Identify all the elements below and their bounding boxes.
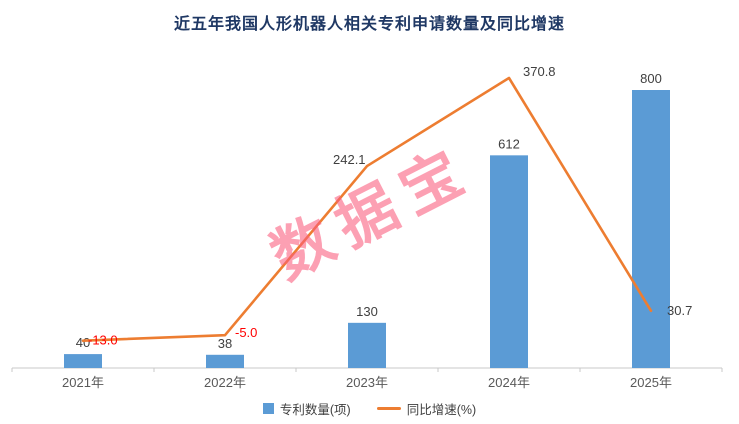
bar-2022年 [206,354,244,368]
line-value-label: -5.0 [235,325,257,340]
line-value-label: -13.0 [88,333,118,348]
legend-line-swatch [376,407,401,410]
bar-value-label: 130 [356,304,378,319]
line-value-label: 370.8 [523,64,556,79]
bar-value-label: 612 [498,136,520,151]
legend-item-bars: 专利数量(项) [262,399,351,418]
chart-title: 近五年我国人形机器人相关专利申请数量及同比增速 [173,16,565,33]
x-tick-label: 2022年 [204,375,246,390]
line-value-label: 242.1 [333,152,366,167]
legend-label: 同比增速(%) [406,403,477,417]
bar-value-label: 40 [76,335,90,350]
line-value-label: 30.7 [667,303,692,318]
bar-2021年 [64,354,102,368]
legend-label: 专利数量(项) [279,403,351,417]
bar-2025年 [632,90,670,368]
x-tick-label: 2021年 [62,375,104,390]
x-tick-label: 2025年 [630,375,672,390]
bar-value-label: 800 [640,71,662,86]
growth-line [81,76,653,342]
x-tick-label: 2024年 [488,375,530,390]
x-tick-label: 2023年 [346,375,388,390]
legend-bar-swatch [262,403,274,414]
bar-value-label: 38 [218,336,232,351]
bar-2024年 [490,155,528,368]
bar-2023年 [348,322,386,368]
legend: 专利数量(项) 同比增速(%) [0,399,739,418]
legend-item-line: 同比增速(%) [376,399,477,418]
